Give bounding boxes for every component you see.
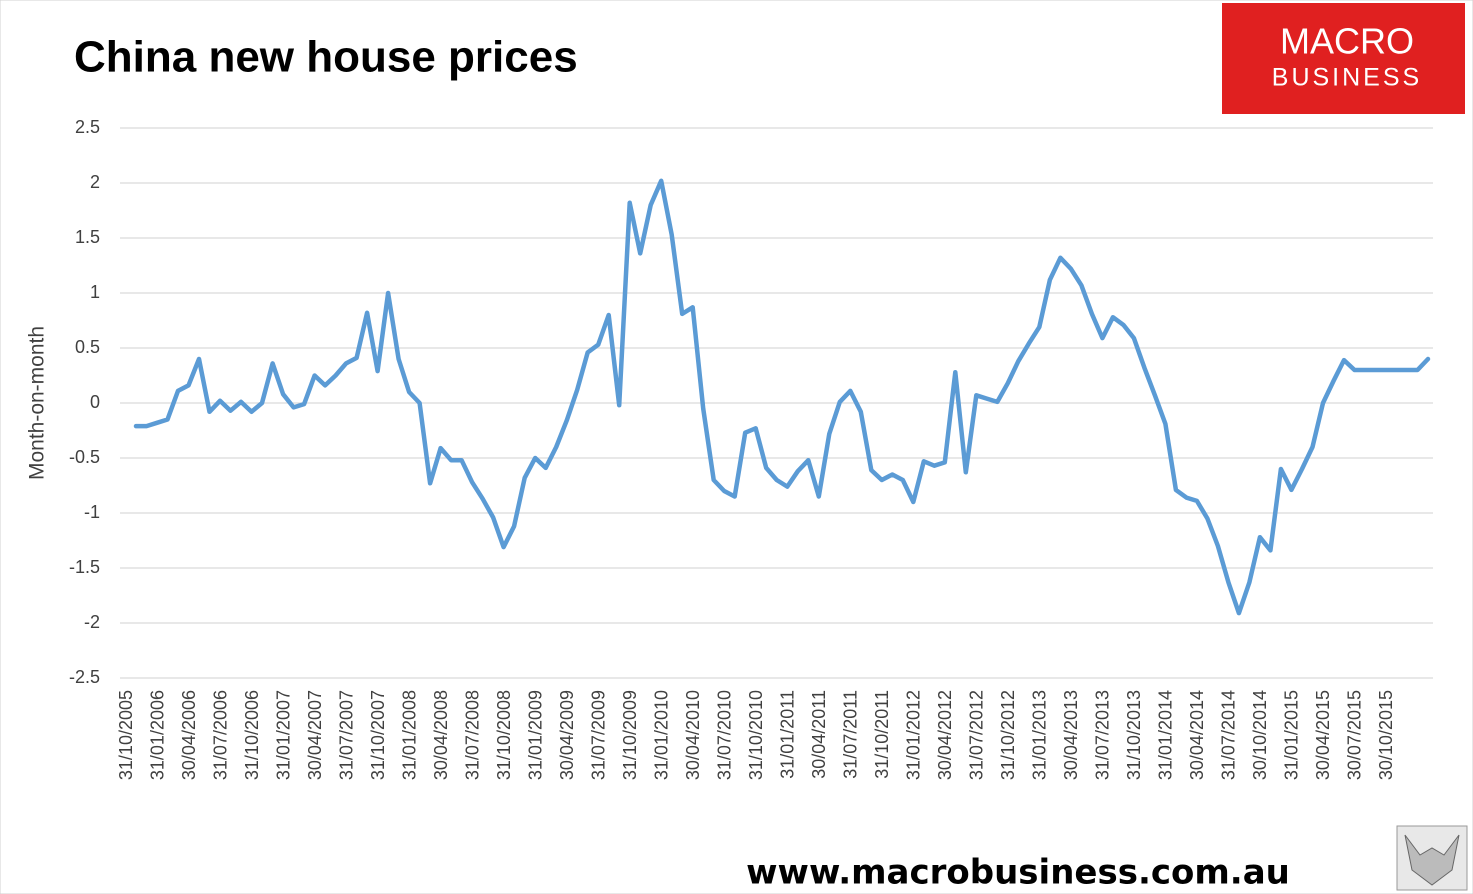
x-tick-label: 30/04/2015 bbox=[1313, 690, 1333, 780]
x-tick-label: 30/04/2011 bbox=[809, 690, 829, 779]
logo-text: MACRO bbox=[1280, 21, 1414, 62]
mascot-icon bbox=[1404, 834, 1460, 886]
x-tick-label: 31/01/2008 bbox=[399, 690, 419, 780]
x-tick-label: 31/07/2011 bbox=[841, 690, 861, 779]
x-tick-label: 31/10/2012 bbox=[998, 690, 1018, 780]
y-tick-label: -1 bbox=[84, 502, 100, 522]
x-tick-label: 31/01/2015 bbox=[1282, 690, 1302, 780]
x-tick-label: 30/04/2012 bbox=[935, 690, 955, 780]
x-tick-label: 31/07/2007 bbox=[336, 690, 356, 780]
y-tick-label: 1.5 bbox=[75, 227, 100, 247]
x-tick-label: 31/10/2009 bbox=[620, 690, 640, 780]
x-tick-label: 30/04/2008 bbox=[431, 690, 451, 780]
x-tick-label: 31/10/2010 bbox=[746, 690, 766, 780]
footer-url: www.macrobusiness.com.au bbox=[746, 853, 1290, 893]
x-tick-label: 31/10/2005 bbox=[116, 690, 136, 780]
x-tick-label: 31/01/2010 bbox=[651, 690, 671, 780]
x-tick-label: 31/07/2014 bbox=[1219, 690, 1239, 780]
x-tick-label: 30/10/2015 bbox=[1376, 690, 1396, 780]
x-tick-label: 31/07/2009 bbox=[588, 690, 608, 780]
x-tick-label: 31/10/2008 bbox=[494, 690, 514, 780]
logo-box bbox=[1222, 3, 1465, 114]
logo-text: BUSINESS bbox=[1272, 64, 1422, 92]
x-tick-label: 31/01/2009 bbox=[525, 690, 545, 780]
y-tick-label: -0.5 bbox=[69, 447, 100, 467]
y-axis-label: Month-on-month bbox=[26, 326, 49, 480]
x-tick-label: 30/04/2014 bbox=[1187, 690, 1207, 780]
x-tick-label: 31/01/2007 bbox=[273, 690, 293, 780]
x-tick-label: 30/07/2015 bbox=[1345, 690, 1365, 780]
x-tick-label: 31/07/2008 bbox=[462, 690, 482, 780]
x-tick-label: 31/10/2006 bbox=[242, 690, 262, 780]
y-tick-label: 0 bbox=[90, 392, 100, 412]
x-tick-label: 31/01/2011 bbox=[778, 690, 798, 779]
x-tick-label: 31/07/2013 bbox=[1093, 690, 1113, 780]
x-tick-label: 31/10/2011 bbox=[872, 690, 892, 779]
x-tick-label: 30/10/2014 bbox=[1250, 690, 1270, 780]
x-tick-label: 31/01/2012 bbox=[904, 690, 924, 780]
y-tick-label: -2.5 bbox=[69, 667, 100, 687]
x-tick-label: 31/01/2014 bbox=[1156, 690, 1176, 780]
x-tick-label: 30/04/2006 bbox=[179, 690, 199, 780]
x-tick-label: 30/04/2009 bbox=[557, 690, 577, 780]
x-tick-label: 31/01/2006 bbox=[147, 690, 167, 780]
y-tick-label: 1 bbox=[90, 282, 100, 302]
x-tick-label: 31/01/2013 bbox=[1030, 690, 1050, 780]
x-tick-label: 31/07/2006 bbox=[210, 690, 230, 780]
y-tick-label: 2.5 bbox=[75, 117, 100, 137]
x-tick-label: 30/04/2007 bbox=[305, 690, 325, 780]
y-tick-label: -2 bbox=[84, 612, 100, 632]
data-line bbox=[133, 178, 1431, 616]
x-tick-label: 31/07/2010 bbox=[714, 690, 734, 780]
y-tick-label: 0.5 bbox=[75, 337, 100, 357]
x-tick-label: 31/07/2012 bbox=[967, 690, 987, 780]
chart-title: China new house prices bbox=[74, 33, 578, 82]
y-tick-label: -1.5 bbox=[69, 557, 100, 577]
x-tick-label: 30/04/2010 bbox=[683, 690, 703, 780]
y-tick-label: 2 bbox=[90, 172, 100, 192]
x-tick-label: 30/04/2013 bbox=[1061, 690, 1081, 780]
x-tick-label: 31/10/2007 bbox=[368, 690, 388, 780]
x-tick-label: 31/10/2013 bbox=[1124, 690, 1144, 780]
